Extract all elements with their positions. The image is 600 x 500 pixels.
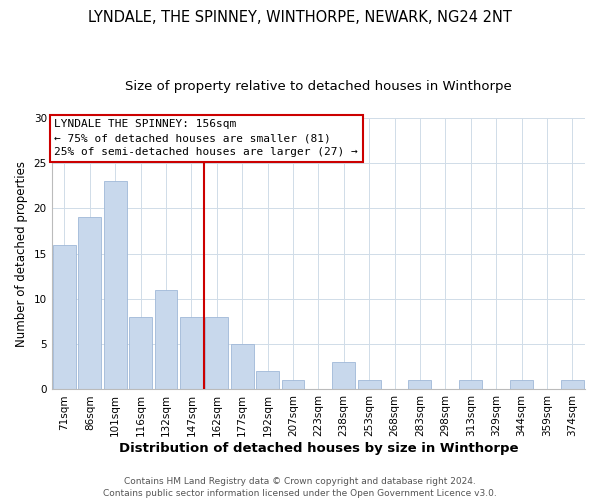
Bar — [205, 317, 228, 390]
Bar — [231, 344, 254, 390]
Y-axis label: Number of detached properties: Number of detached properties — [15, 160, 28, 346]
Title: Size of property relative to detached houses in Winthorpe: Size of property relative to detached ho… — [125, 80, 512, 93]
Bar — [180, 317, 203, 390]
Bar — [129, 317, 152, 390]
Bar — [79, 218, 101, 390]
Bar — [459, 380, 482, 390]
Text: LYNDALE THE SPINNEY: 156sqm
← 75% of detached houses are smaller (81)
25% of sem: LYNDALE THE SPINNEY: 156sqm ← 75% of det… — [55, 119, 358, 157]
Bar — [53, 244, 76, 390]
Bar — [281, 380, 304, 390]
Bar — [561, 380, 584, 390]
X-axis label: Distribution of detached houses by size in Winthorpe: Distribution of detached houses by size … — [119, 442, 518, 455]
Bar — [256, 372, 279, 390]
Text: Contains HM Land Registry data © Crown copyright and database right 2024.
Contai: Contains HM Land Registry data © Crown c… — [103, 476, 497, 498]
Bar — [510, 380, 533, 390]
Text: LYNDALE, THE SPINNEY, WINTHORPE, NEWARK, NG24 2NT: LYNDALE, THE SPINNEY, WINTHORPE, NEWARK,… — [88, 10, 512, 25]
Bar — [332, 362, 355, 390]
Bar — [155, 290, 178, 390]
Bar — [358, 380, 380, 390]
Bar — [409, 380, 431, 390]
Bar — [104, 181, 127, 390]
